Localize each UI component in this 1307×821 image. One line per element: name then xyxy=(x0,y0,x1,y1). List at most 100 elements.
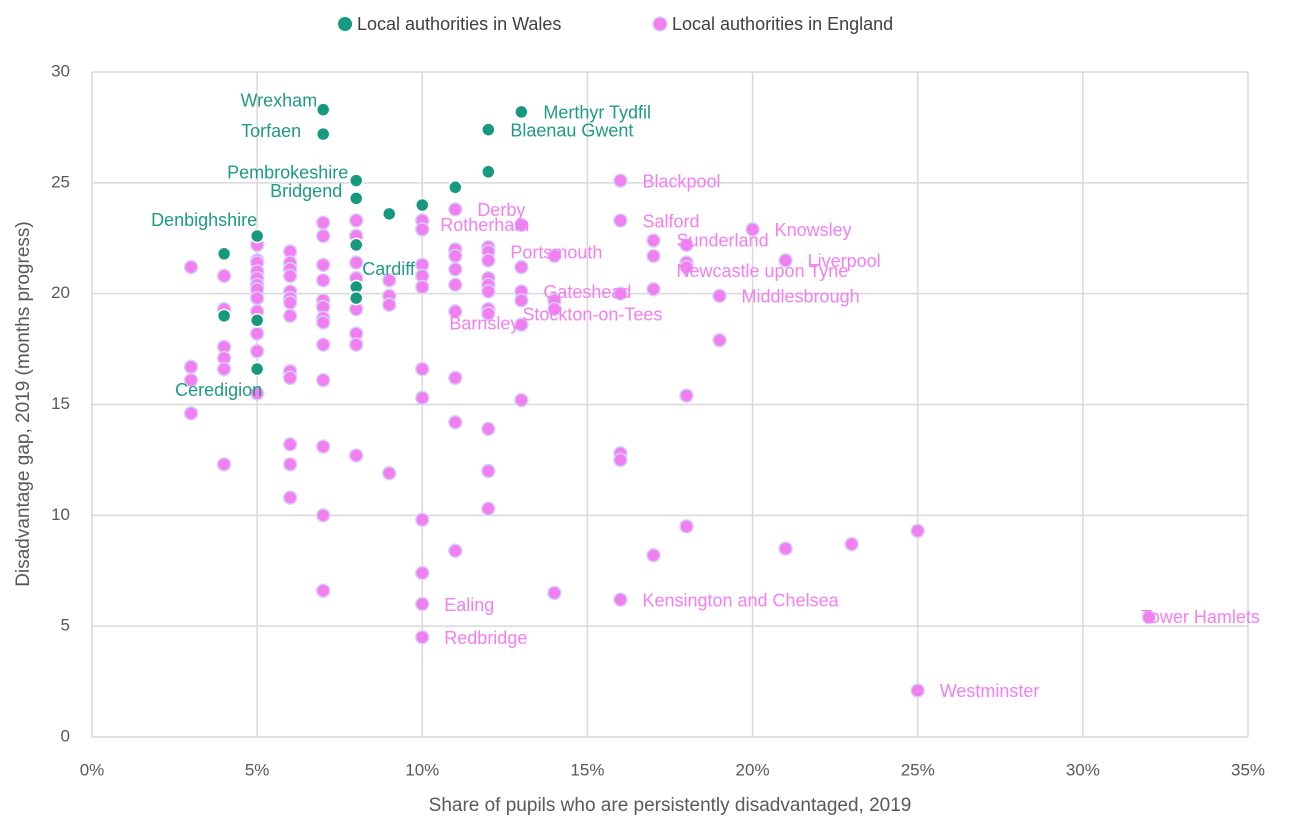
data-point xyxy=(282,457,298,472)
data-point xyxy=(646,248,661,264)
data-point xyxy=(249,326,265,341)
data-point xyxy=(778,253,793,268)
y-tick-label: 15 xyxy=(51,394,70,413)
data-point xyxy=(613,173,628,188)
data-point xyxy=(712,288,727,304)
y-tick-label: 0 xyxy=(61,726,70,745)
data-point xyxy=(216,457,232,472)
data-point xyxy=(514,217,529,233)
data-point xyxy=(315,126,331,142)
data-point xyxy=(745,222,760,237)
data-point xyxy=(249,313,265,328)
point-label: Derby xyxy=(477,200,525,220)
data-point xyxy=(249,290,265,306)
data-point xyxy=(448,277,463,293)
data-point xyxy=(481,306,496,321)
data-point xyxy=(514,293,529,308)
x-tick-label: 20% xyxy=(736,760,770,779)
data-point xyxy=(613,213,628,228)
legend-marker xyxy=(652,16,668,32)
legend-marker xyxy=(338,17,352,31)
point-label: Redbridge xyxy=(444,628,527,648)
data-point xyxy=(282,437,298,452)
data-point xyxy=(382,465,397,481)
data-point xyxy=(382,297,397,312)
data-point xyxy=(348,173,364,188)
data-point xyxy=(183,359,199,375)
data-point xyxy=(448,414,463,430)
data-point xyxy=(315,215,331,230)
point-label: Gateshead xyxy=(543,282,631,302)
point-label: Kensington and Chelsea xyxy=(642,590,839,610)
data-point xyxy=(216,308,232,324)
data-point xyxy=(1141,610,1157,625)
point-label: Torfaen xyxy=(241,121,301,141)
point-label: Wrexham xyxy=(241,90,318,110)
data-point xyxy=(514,259,529,275)
data-point xyxy=(315,583,331,598)
data-point xyxy=(415,361,430,377)
data-point xyxy=(613,286,628,301)
y-tick-label: 5 xyxy=(61,616,70,635)
data-point xyxy=(282,308,298,324)
data-point xyxy=(481,164,496,179)
point-label: Bridgend xyxy=(270,181,342,201)
x-axis-title: Share of pupils who are persistently dis… xyxy=(429,795,912,816)
point-label: Cardiff xyxy=(362,259,416,279)
data-point xyxy=(679,388,694,403)
data-point xyxy=(315,508,331,523)
point-label: Pembrokeshire xyxy=(227,162,348,182)
data-point xyxy=(415,390,430,406)
data-point xyxy=(481,284,496,299)
point-label: Liverpool xyxy=(808,251,881,271)
data-point xyxy=(679,259,694,275)
data-point xyxy=(481,501,496,516)
point-label: Salford xyxy=(642,211,699,231)
data-point xyxy=(646,547,661,563)
data-point xyxy=(348,191,364,206)
data-point xyxy=(315,372,331,388)
data-point xyxy=(183,259,199,275)
data-point xyxy=(613,592,628,607)
data-point xyxy=(481,253,496,268)
y-tick-label: 25 xyxy=(51,172,70,191)
point-label: Blaenau Gwent xyxy=(510,120,633,140)
point-label: Stockton-on-Tees xyxy=(522,304,662,324)
data-point xyxy=(415,512,430,528)
data-point xyxy=(415,222,430,237)
point-label: Merthyr Tydfil xyxy=(543,103,651,123)
y-tick-label: 30 xyxy=(51,61,70,80)
y-axis-title: Disadvantage gap, 2019 (months progress) xyxy=(13,221,34,586)
point-label: Middlesbrough xyxy=(742,287,860,307)
y-tick-label: 20 xyxy=(51,283,70,302)
data-point xyxy=(183,406,199,421)
point-label: Portsmouth xyxy=(510,242,602,262)
data-point xyxy=(315,273,331,288)
data-point xyxy=(613,452,628,468)
data-point xyxy=(348,337,364,352)
point-label: Blackpool xyxy=(642,171,720,191)
x-tick-label: 5% xyxy=(245,760,270,779)
data-point xyxy=(249,344,265,359)
x-tick-label: 35% xyxy=(1231,760,1265,779)
data-point xyxy=(415,565,430,581)
data-point xyxy=(481,122,496,137)
data-point xyxy=(282,295,298,310)
data-point xyxy=(778,541,793,556)
x-tick-label: 15% xyxy=(570,760,604,779)
data-point xyxy=(216,361,232,377)
data-point xyxy=(547,248,562,264)
data-point xyxy=(382,273,397,288)
data-point xyxy=(282,268,298,284)
point-label: Denbighshire xyxy=(151,210,257,230)
data-point xyxy=(282,370,298,386)
data-point xyxy=(315,228,331,244)
data-point xyxy=(282,490,298,505)
data-point xyxy=(315,257,331,273)
data-point xyxy=(348,255,364,270)
data-point xyxy=(216,268,232,284)
point-label: Ealing xyxy=(444,595,494,615)
data-point xyxy=(448,262,463,277)
point-label: Westminster xyxy=(940,681,1040,701)
data-point xyxy=(415,279,430,295)
